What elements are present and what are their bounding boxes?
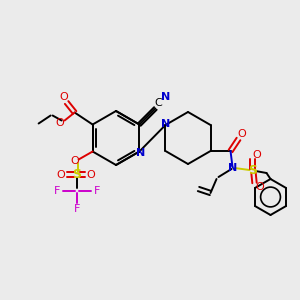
Text: F: F: [53, 185, 60, 196]
Text: O: O: [56, 169, 65, 179]
Text: O: O: [55, 118, 64, 128]
Text: N: N: [136, 148, 145, 158]
Text: O: O: [237, 129, 246, 139]
Text: F: F: [74, 205, 80, 214]
Text: O: O: [70, 155, 79, 166]
Text: S: S: [248, 164, 257, 178]
Text: C: C: [154, 98, 162, 109]
Text: N: N: [161, 92, 170, 103]
Text: O: O: [86, 169, 95, 179]
Text: O: O: [255, 182, 264, 192]
Text: N: N: [228, 163, 237, 173]
Text: O: O: [252, 150, 261, 160]
Text: O: O: [59, 92, 68, 103]
Text: F: F: [93, 185, 100, 196]
Text: N: N: [161, 119, 170, 129]
Text: S: S: [72, 168, 81, 181]
